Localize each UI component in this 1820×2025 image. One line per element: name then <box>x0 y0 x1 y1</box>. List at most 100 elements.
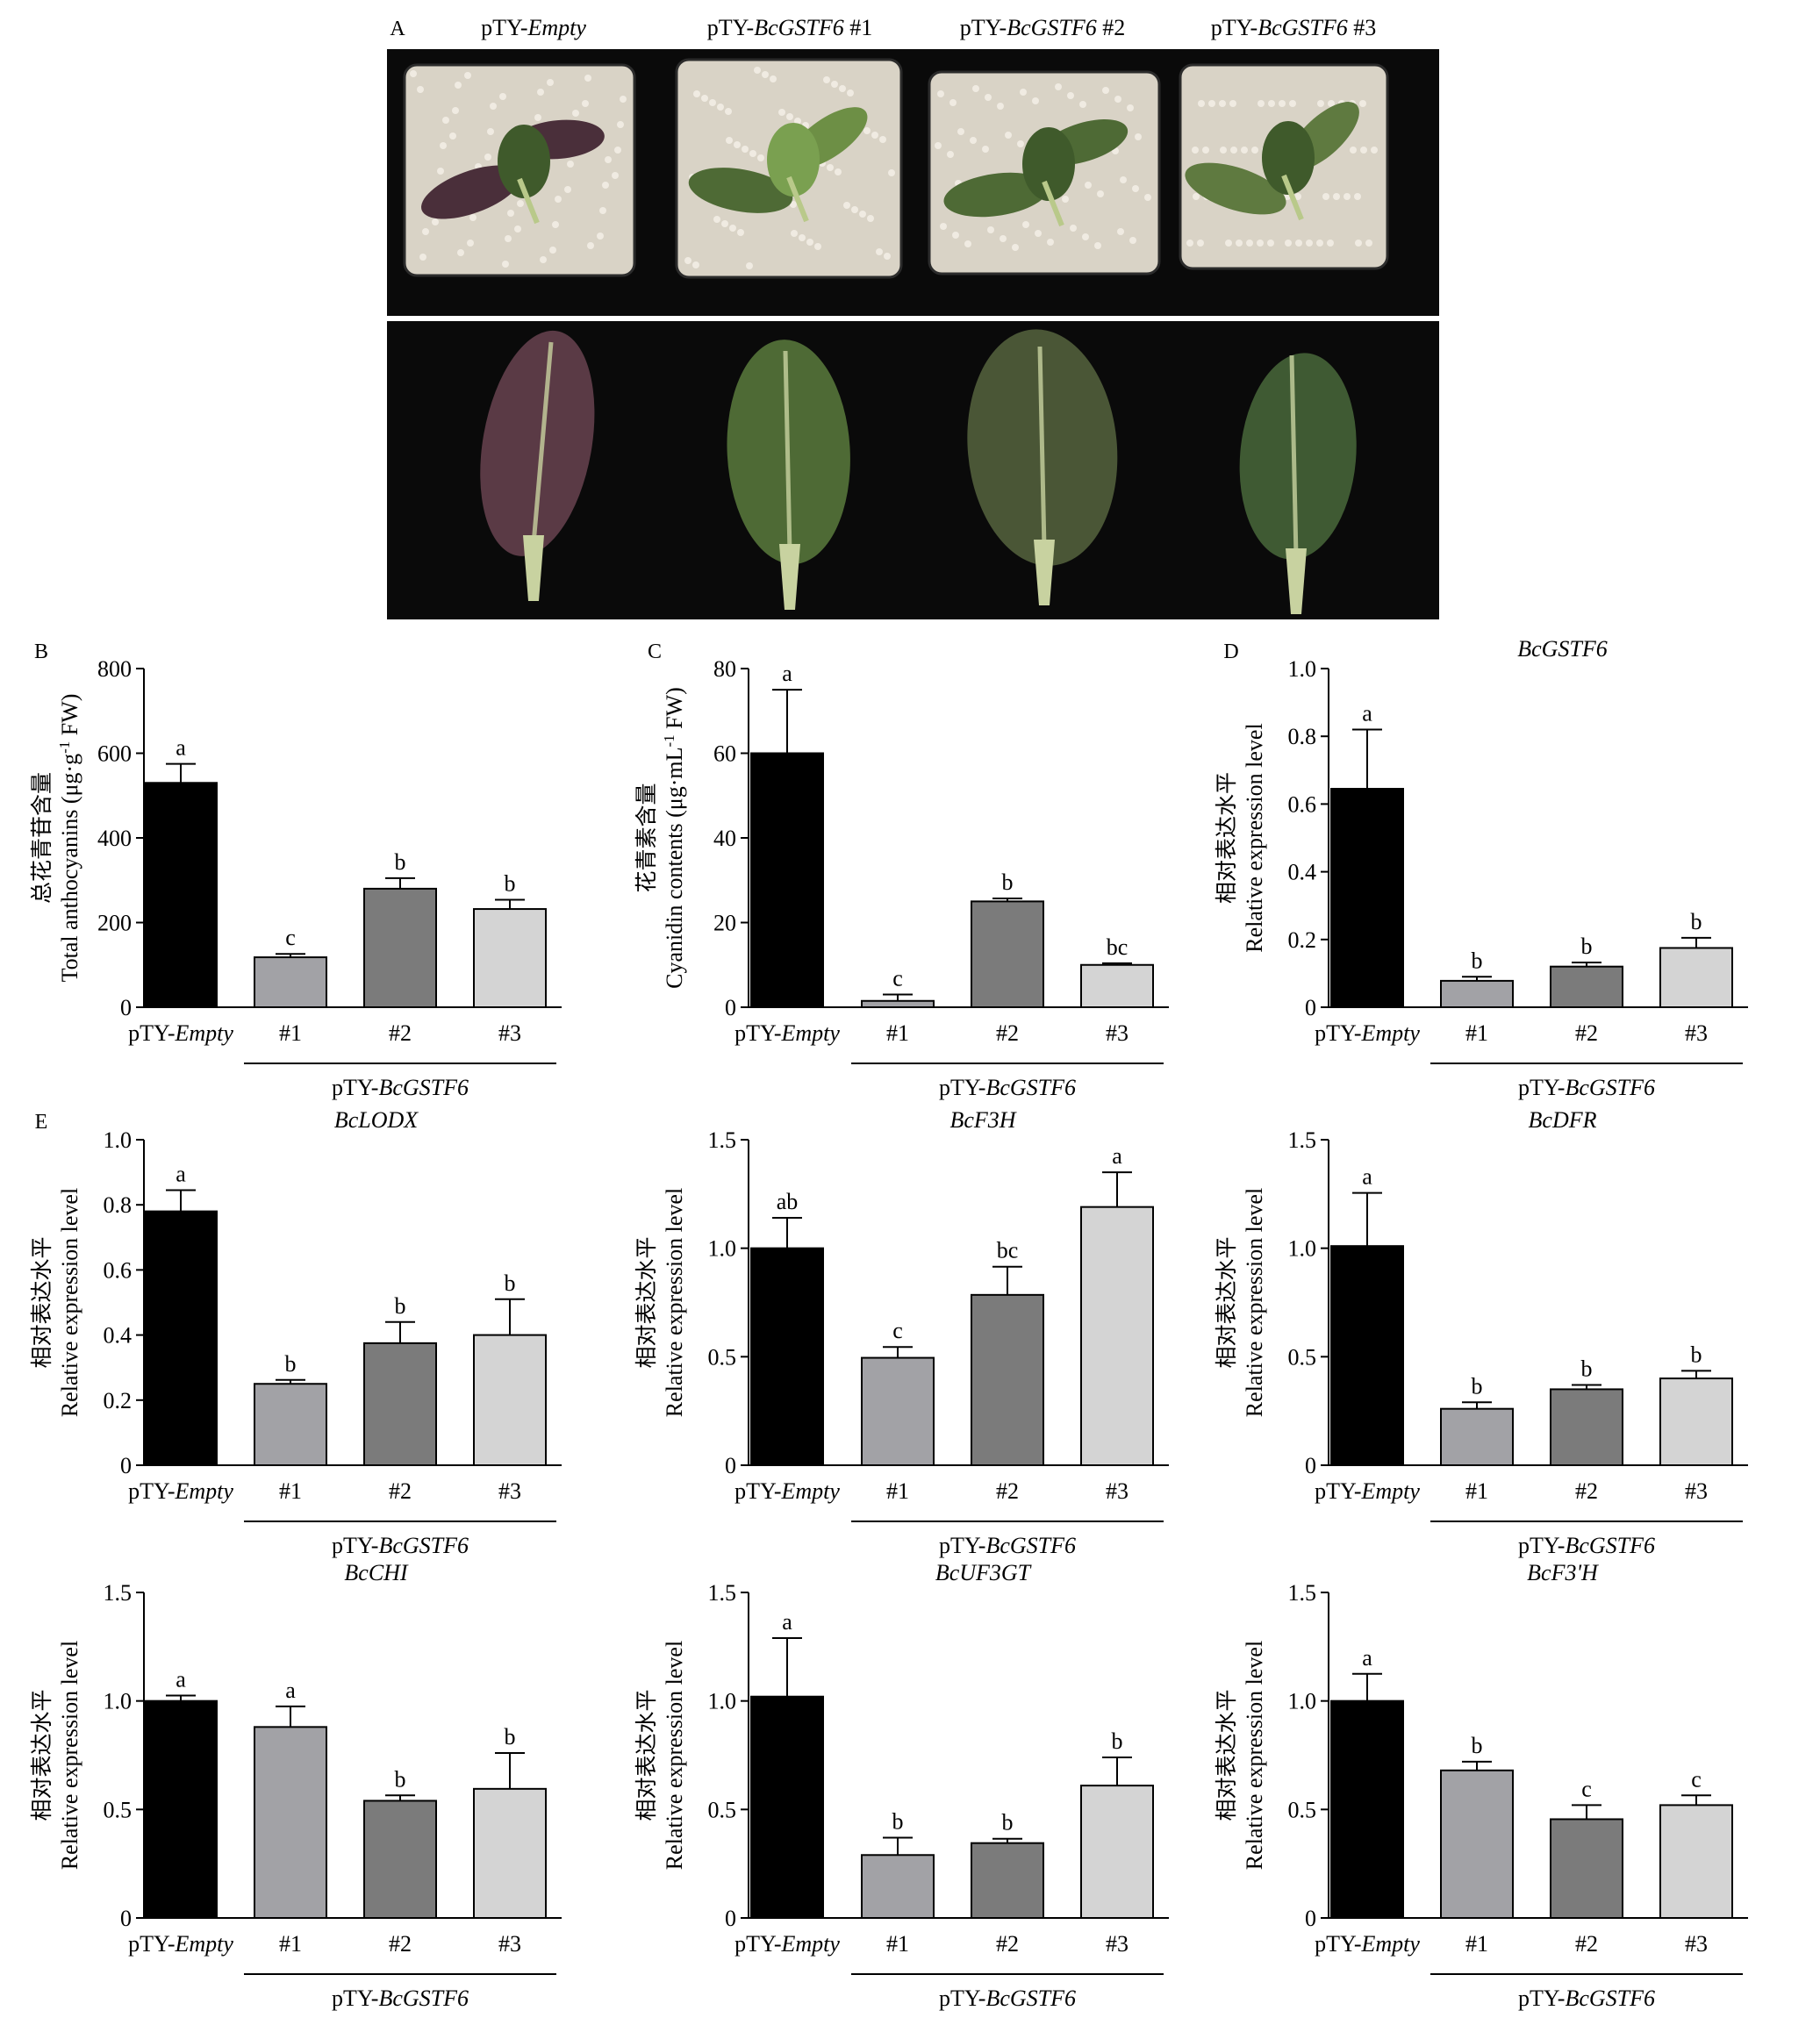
perlite-grain <box>717 104 724 111</box>
label-prefix: pTY- <box>734 1931 781 1957</box>
perlite-grain <box>1097 190 1104 197</box>
perlite-grain <box>1258 100 1265 107</box>
perlite-grain <box>502 261 509 268</box>
perlite-grain <box>964 240 971 247</box>
leaf-petiole <box>1034 540 1055 605</box>
x-tick-label: #3 <box>1685 1478 1708 1504</box>
perlite-grain <box>1359 100 1366 107</box>
perlite-grain <box>1120 176 1127 183</box>
bar <box>1080 1206 1154 1466</box>
panel-a-column-label: pTY-Empty <box>481 15 586 40</box>
y-tick-label: 1.0 <box>708 1236 737 1262</box>
perlite-grain <box>547 79 554 86</box>
perlite-grain <box>1289 100 1296 107</box>
perlite-grain <box>835 168 842 175</box>
perlite-grain <box>1062 196 1069 203</box>
leaf-blade <box>1239 353 1357 560</box>
y-tick-label: 0.5 <box>1288 1344 1317 1370</box>
y-tick-label: 200 <box>97 911 132 936</box>
perlite-grain <box>1294 193 1301 200</box>
perlite-grain <box>814 243 821 250</box>
perlite-grain <box>1344 193 1351 200</box>
chart-E1: E BcLODX 0 0.2 0.4 0.6 0.8 1.0 相对表达水平 Relative ex… <box>29 1107 562 1558</box>
perlite-grain <box>1202 147 1209 154</box>
perlite-grain <box>417 86 424 93</box>
bar <box>971 900 1044 1008</box>
y-tick-label: 1.0 <box>708 1689 737 1714</box>
perlite-grain <box>1316 240 1323 247</box>
perlite-grain <box>572 110 579 117</box>
significance-letter: b <box>1581 1356 1593 1381</box>
chart-title: BcCHI <box>344 1560 409 1585</box>
significance-letter: c <box>1691 1766 1702 1792</box>
y-tick-label: 0.6 <box>1288 791 1317 817</box>
label-prefix: pTY- <box>128 1020 175 1046</box>
perlite-grain <box>863 127 871 134</box>
perlite-grain <box>507 210 514 217</box>
bar <box>1659 1804 1733 1920</box>
line-number: #1 <box>279 1931 302 1957</box>
y-axis-label-en: Relative expression level <box>662 1641 687 1870</box>
line-number: #2 <box>389 1478 412 1504</box>
x-tick-label: #2 <box>1575 1478 1598 1504</box>
significance-letter: b <box>395 1293 406 1319</box>
perlite-grain <box>1022 221 1029 228</box>
perlite-grain <box>935 142 942 149</box>
seedling-pot <box>403 63 636 277</box>
leaf-petiole <box>523 535 544 601</box>
leaf-midrib <box>783 350 792 554</box>
panel-a-column-label: pTY-BcGSTF6 #3 <box>1211 15 1376 40</box>
significance-letter: c <box>285 925 296 950</box>
perlite-grain <box>1000 235 1007 242</box>
perlite-grain <box>851 206 858 213</box>
line-number: #1 <box>886 1931 909 1957</box>
perlite-grain <box>947 151 954 158</box>
line-number: #2 <box>1575 1931 1598 1957</box>
seedling-stem <box>517 177 540 225</box>
perlite-grain <box>871 132 878 139</box>
bar <box>1080 1785 1154 1920</box>
perlite-grain <box>721 220 728 227</box>
bar <box>1330 1245 1404 1467</box>
seedling-stem <box>1281 174 1304 221</box>
perlite-grain <box>455 82 462 89</box>
perlite-grain <box>564 186 571 193</box>
line-number: #1 <box>886 1020 909 1046</box>
x-tick-label: pTY-Empty <box>1315 1478 1420 1504</box>
chart-C: C 0 20 40 60 80 花青素含量 Cyanidin contents (μg·mL-… <box>634 640 1169 1100</box>
ylabel-text: Relative expression level <box>1242 1641 1267 1870</box>
significance-letter: a <box>285 1678 296 1703</box>
bar <box>1550 1818 1623 1920</box>
label-prefix: pTY- <box>128 1931 175 1957</box>
perlite-grain <box>888 169 895 176</box>
x-tick-label: #2 <box>996 1020 1019 1046</box>
x-tick-label: #2 <box>1575 1020 1598 1046</box>
perlite-grain <box>1193 193 1200 200</box>
ylabel-superscript: -1 <box>56 741 73 754</box>
y-tick-label: 1.0 <box>1288 1689 1317 1714</box>
group-label: pTY-BcGSTF6 <box>939 1533 1076 1558</box>
perlite-grain <box>1032 97 1039 104</box>
perlite-grain <box>1220 147 1227 154</box>
y-tick-label: 0.8 <box>104 1192 133 1218</box>
x-tick-label: #1 <box>279 1478 302 1504</box>
perlite-grain <box>449 132 456 140</box>
perlite-grain <box>940 223 947 230</box>
y-tick-label: 0.5 <box>1288 1797 1317 1822</box>
group-label: pTY-BcGSTF6 <box>1518 1986 1655 2011</box>
significance-letter: bc <box>997 1238 1019 1263</box>
perlite-grain <box>985 94 992 101</box>
perlite-grain <box>1192 147 1199 154</box>
ylabel-text: Total anthocyanins (μg·g <box>57 754 82 983</box>
perlite-grain <box>612 172 619 179</box>
label-prefix: pTY- <box>332 1533 378 1558</box>
seedling-leaf <box>1022 127 1075 201</box>
y-tick-label: 0.4 <box>104 1323 133 1349</box>
leaf-midrib <box>1037 346 1047 549</box>
significance-letter: a <box>1362 700 1372 726</box>
perlite-grain <box>1241 147 1248 154</box>
perlite-grain <box>440 142 447 149</box>
perlite-grain <box>614 147 621 154</box>
y-tick-label: 1.5 <box>104 1580 133 1606</box>
y-tick-label: 0 <box>1305 1453 1316 1478</box>
